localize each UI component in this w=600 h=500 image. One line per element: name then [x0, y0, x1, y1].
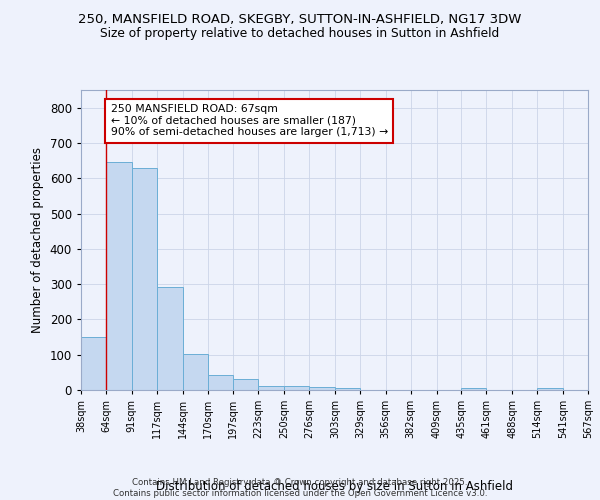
- Bar: [132, 168, 157, 390]
- Bar: [537, 388, 563, 390]
- Bar: [157, 286, 182, 390]
- Bar: [461, 388, 487, 390]
- Bar: [106, 162, 132, 390]
- Bar: [233, 380, 259, 390]
- Bar: [259, 386, 284, 390]
- Text: Size of property relative to detached houses in Sutton in Ashfield: Size of property relative to detached ho…: [100, 28, 500, 40]
- Bar: [208, 375, 233, 390]
- X-axis label: Distribution of detached houses by size in Sutton in Ashfield: Distribution of detached houses by size …: [156, 480, 513, 493]
- Bar: [182, 354, 208, 390]
- Bar: [335, 388, 360, 390]
- Y-axis label: Number of detached properties: Number of detached properties: [31, 147, 44, 333]
- Bar: [284, 386, 309, 390]
- Bar: [81, 337, 106, 390]
- Text: 250, MANSFIELD ROAD, SKEGBY, SUTTON-IN-ASHFIELD, NG17 3DW: 250, MANSFIELD ROAD, SKEGBY, SUTTON-IN-A…: [79, 12, 521, 26]
- Bar: [309, 387, 335, 390]
- Text: 250 MANSFIELD ROAD: 67sqm
← 10% of detached houses are smaller (187)
90% of semi: 250 MANSFIELD ROAD: 67sqm ← 10% of detac…: [111, 104, 388, 138]
- Text: Contains HM Land Registry data © Crown copyright and database right 2025.
Contai: Contains HM Land Registry data © Crown c…: [113, 478, 487, 498]
